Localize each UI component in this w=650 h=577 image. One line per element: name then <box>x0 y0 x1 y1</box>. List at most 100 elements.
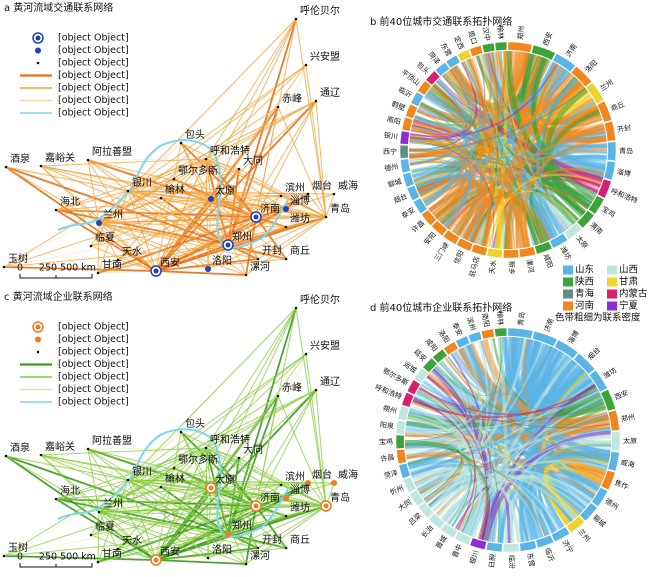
node-label: 南阳 <box>480 312 491 327</box>
flow-line <box>98 511 259 549</box>
city-label: 呼和浩特 <box>210 145 250 157</box>
flow-line <box>97 158 207 274</box>
node-label: 朔州 <box>382 403 398 415</box>
flow-line <box>40 454 229 535</box>
panel-title: c 黄河流域企业联系网络 <box>4 290 113 303</box>
flow-line <box>117 533 229 550</box>
ribbon <box>416 53 492 123</box>
flow-line <box>5 166 129 192</box>
chord-segment <box>480 328 495 340</box>
chord-segment <box>456 237 474 252</box>
other-city <box>206 556 210 560</box>
city-label: 漯河 <box>250 261 270 273</box>
city-label: 榆林 <box>165 472 185 485</box>
flow-line <box>155 18 297 272</box>
ribbon <box>415 470 553 534</box>
ribbon <box>410 114 461 166</box>
flow-line <box>3 158 207 268</box>
legend-swatch <box>563 301 573 311</box>
chord-segment <box>611 431 621 452</box>
city-label: 嘉峪关 <box>45 440 75 453</box>
node-label: 新乡 <box>507 261 516 275</box>
flow-line <box>180 431 327 507</box>
ribbon <box>445 59 484 109</box>
city-label: 鄂尔多斯 <box>178 164 218 177</box>
chord-segment <box>549 233 568 249</box>
flow-line <box>285 208 327 218</box>
node-label: 开封 <box>616 123 631 134</box>
flow-line <box>155 198 212 272</box>
flow-line <box>257 505 327 549</box>
flow-line <box>90 222 100 247</box>
flow-line <box>98 216 327 224</box>
flow-line <box>127 479 327 507</box>
flow-line <box>210 482 335 489</box>
flow-line <box>255 64 307 218</box>
panel-title: d 前40位城市企业联系拓扑网络 <box>370 301 512 314</box>
other-city <box>86 158 90 162</box>
other-city <box>126 189 130 193</box>
chord-segment <box>406 185 421 202</box>
city-label: 兴安盟 <box>310 50 340 63</box>
flow-line <box>227 533 247 565</box>
chord-segment <box>600 469 616 491</box>
city-label: 开封 <box>262 533 282 546</box>
node-label: 咸阳 <box>542 253 555 269</box>
city-label: 甘南 <box>102 547 122 560</box>
flow-line <box>40 447 207 456</box>
chord-segment <box>576 210 595 229</box>
flow-line <box>285 505 327 549</box>
legend-symbol <box>36 61 40 65</box>
ribbon <box>405 431 462 496</box>
flow-line <box>40 165 327 218</box>
scale-label: 250 <box>39 263 57 274</box>
ribbon <box>407 417 578 518</box>
city-label: 郑州 <box>232 519 252 532</box>
chord-segment <box>534 241 553 255</box>
other-city <box>284 514 288 518</box>
legend-label: [object Object] <box>58 45 129 56</box>
chord-segment <box>507 327 534 339</box>
chord-segment <box>467 331 483 344</box>
ribbon <box>416 110 467 210</box>
other-city <box>116 547 120 551</box>
flow-line <box>255 100 317 218</box>
other-city <box>116 258 120 262</box>
legend-label: [object Object] <box>58 397 129 408</box>
node-city <box>96 220 102 226</box>
city-label: 大同 <box>243 443 263 456</box>
flow-line <box>3 487 212 557</box>
node-label: 滨州 <box>465 316 478 332</box>
other-city <box>279 194 283 198</box>
ribbon <box>411 151 607 177</box>
flow-line <box>127 479 157 561</box>
flow-line <box>117 259 157 272</box>
other-city <box>172 177 176 181</box>
other-city <box>306 192 310 196</box>
chord-segment <box>431 220 448 236</box>
chord-segment <box>591 487 608 507</box>
node-label: 淄博 <box>616 167 631 179</box>
other-city <box>332 192 336 196</box>
city-label: 榆林 <box>165 183 185 196</box>
ribbon <box>485 339 529 541</box>
chord-segment <box>535 534 554 549</box>
center-city-core <box>253 214 259 220</box>
city-label: 嘉峪关 <box>45 151 75 164</box>
other-city <box>96 560 100 564</box>
flow-line <box>210 18 297 200</box>
chord-segment <box>421 209 437 226</box>
city-label: 青岛 <box>330 202 350 215</box>
yellow-river <box>57 428 289 538</box>
node-label: 青岛 <box>516 311 527 326</box>
flow-line <box>277 395 327 507</box>
city-label: 通辽 <box>320 376 340 388</box>
flow-line <box>227 244 247 276</box>
chord-segment <box>507 41 533 53</box>
other-city <box>204 157 208 161</box>
chord-segment <box>502 543 520 553</box>
ribbon <box>466 59 540 245</box>
flow-line <box>3 198 212 268</box>
flow-line <box>207 216 327 270</box>
flow-line <box>255 505 259 549</box>
